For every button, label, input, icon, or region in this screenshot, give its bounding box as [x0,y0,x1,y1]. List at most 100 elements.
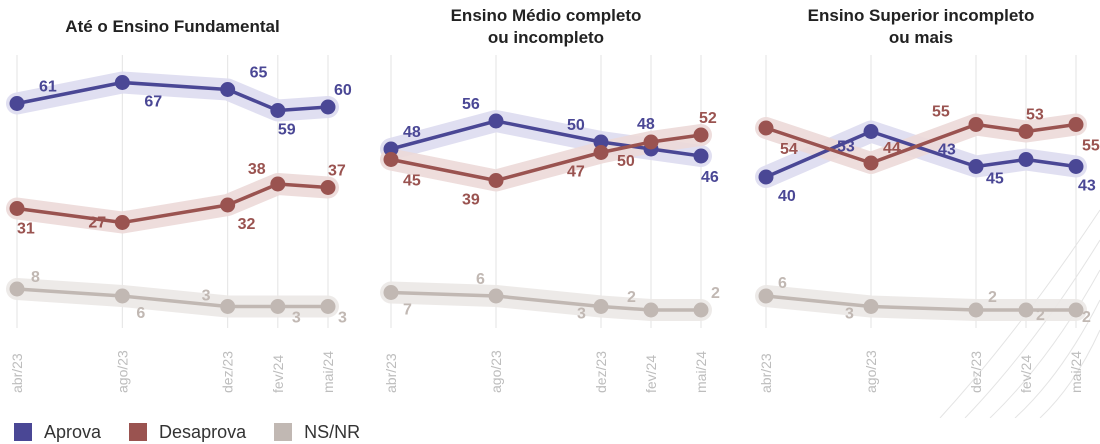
legend-item-nsnr: NS/NR [274,422,360,443]
point-ns-nr [863,299,879,314]
x-tick-label: dez/23 [593,351,609,393]
data-label-desaprova: 44 [883,140,901,157]
point-desaprova [9,201,25,216]
x-tick-label: fev/24 [643,355,659,393]
decorative-curve [1039,329,1100,418]
point-aprova [220,82,236,97]
panel-2: Ensino Médio completo ou incompleto abr/23… [380,6,720,393]
data-label-desaprova: 27 [88,215,106,232]
x-tick-label: dez/23 [220,351,236,393]
panel-title: Ensino Superior incompleto [808,6,1035,25]
data-label-aprova: 40 [778,188,796,205]
data-label-aprova: 53 [837,139,855,156]
legend-item-aprova: Aprova [14,422,101,443]
point-desaprova [488,173,504,188]
data-label-ns-nr: 2 [1082,309,1091,326]
point-ns-nr [1068,302,1084,318]
data-label-aprova: 56 [462,96,480,113]
point-aprova [114,75,130,90]
legend-swatch-nsnr [274,423,293,441]
point-aprova [9,96,25,111]
data-label-ns-nr: 2 [627,289,636,306]
data-label-aprova: 60 [334,82,352,99]
panel-title: Até o Ensino Fundamental [65,17,279,36]
data-label-ns-nr: 3 [577,306,586,323]
data-label-desaprova: 47 [567,164,585,181]
point-desaprova [643,134,659,150]
legend-label-desaprova: Desaprova [159,421,247,442]
data-label-desaprova: 50 [617,153,635,170]
data-label-aprova: 43 [1078,178,1096,195]
x-tick-label: abr/23 [383,353,399,393]
data-label-ns-nr: 2 [988,289,997,306]
point-desaprova [220,197,236,213]
point-desaprova [1068,117,1084,132]
point-aprova [488,113,504,129]
point-desaprova [320,180,336,195]
data-label-desaprova: 39 [462,192,480,209]
point-ns-nr [383,285,399,300]
decorative-curves [939,209,1100,418]
legend-swatch-aprova [14,423,32,441]
x-tick-label: ago/23 [488,350,504,393]
point-desaprova [383,152,399,167]
legend-item-desaprova: Desaprova [129,422,246,443]
point-ns-nr [220,299,236,314]
data-label-desaprova: 55 [1082,138,1100,155]
point-ns-nr [488,288,504,304]
point-desaprova [1018,124,1034,139]
data-label-aprova: 59 [278,122,296,139]
chart-area: Até o Ensino Fundamental abr/23 ago/23 dez/… [6,6,1100,418]
point-ns-nr [270,299,286,314]
data-label-aprova: 43 [938,142,956,159]
point-desaprova [593,145,609,160]
x-tick-label: mai/24 [693,351,709,393]
legend: Aprova Desaprova NS/NR [14,420,388,444]
panel-title: Ensino Médio completo [451,6,642,25]
point-aprova [1018,152,1034,167]
point-desaprova [693,127,709,143]
data-label-ns-nr: 2 [1036,307,1045,324]
data-label-aprova: 50 [567,117,585,134]
point-ns-nr [1018,302,1034,318]
point-desaprova [114,215,130,230]
data-label-desaprova: 37 [328,163,346,180]
x-tick-label: abr/23 [9,353,25,393]
point-aprova [693,148,709,164]
x-tick-label: abr/23 [758,353,774,393]
data-label-desaprova: 38 [248,161,266,178]
data-label-desaprova: 52 [699,110,717,127]
decorative-curve [989,269,1100,418]
x-tick-label: dez/23 [968,351,984,393]
data-label-aprova: 48 [637,116,655,133]
data-label-ns-nr: 2 [711,285,720,302]
point-aprova [593,134,609,150]
data-label-aprova: 46 [701,169,719,186]
data-label-aprova: 65 [250,65,268,82]
data-label-ns-nr: 3 [845,306,854,323]
point-aprova [758,169,774,185]
legend-swatch-desaprova [129,423,148,441]
data-label-desaprova: 45 [403,173,421,190]
data-label-ns-nr: 6 [136,305,145,322]
point-aprova [320,99,336,115]
x-tick-label: mai/24 [320,351,336,393]
point-desaprova [968,117,984,132]
panel-title: ou mais [889,28,953,47]
data-label-aprova: 48 [403,124,421,141]
x-tick-label: ago/23 [114,350,130,393]
x-tick-label: ago/23 [863,350,879,393]
point-desaprova [863,155,879,171]
legend-label-nsnr: NS/NR [304,421,361,442]
data-label-ns-nr: 3 [338,310,347,327]
point-ns-nr [9,281,25,297]
data-label-ns-nr: 7 [403,302,412,319]
x-tick-label: fev/24 [1018,355,1034,393]
data-label-desaprova: 32 [238,216,256,233]
data-label-desaprova: 54 [780,141,798,158]
point-ns-nr [968,302,984,318]
decorative-curve [964,239,1100,418]
point-aprova [383,141,399,157]
decorative-curve [939,209,1100,418]
point-aprova [863,124,879,139]
